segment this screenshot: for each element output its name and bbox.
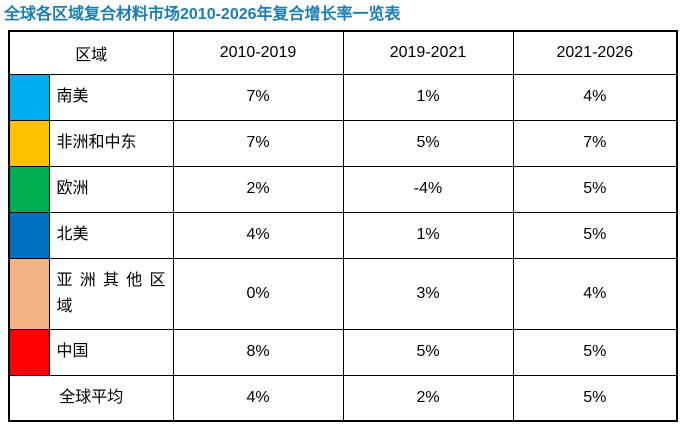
growth-value-cell: 1%	[342, 211, 514, 259]
region-color-swatch	[8, 73, 50, 121]
column-header-region: 区域	[8, 30, 174, 75]
growth-value-cell: 5%	[342, 328, 514, 376]
footer-value-cell: 5%	[512, 374, 678, 421]
footer-value-cell: 2%	[342, 374, 514, 421]
growth-value-cell: 4%	[512, 73, 678, 121]
table-row: 北美 4% 1% 5%	[8, 211, 678, 259]
table-row: 非洲和中东 7% 5% 7%	[8, 119, 678, 167]
region-name-cell: 非洲和中东	[48, 119, 174, 167]
growth-value-cell: 5%	[342, 119, 514, 167]
growth-value-cell: 2%	[172, 165, 344, 213]
region-color-swatch	[8, 257, 50, 330]
header-row: 区域 2010-2019 2019-2021 2021-2026	[8, 30, 678, 75]
table-row: 中国 8% 5% 5%	[8, 328, 678, 376]
growth-rate-table: 区域 2010-2019 2019-2021 2021-2026 南美 7% 1% 4% 非洲…	[8, 30, 678, 422]
column-header-2021-2026: 2021-2026	[512, 30, 678, 75]
table-header: 区域 2010-2019 2019-2021 2021-2026	[8, 30, 678, 75]
growth-value-cell: 4%	[172, 211, 344, 259]
region-color-swatch	[8, 328, 50, 376]
growth-value-cell: 8%	[172, 328, 344, 376]
region-color-swatch	[8, 119, 50, 167]
growth-value-cell: 4%	[512, 257, 678, 330]
table-row: 欧洲 2% -4% 5%	[8, 165, 678, 213]
growth-value-cell: 7%	[172, 73, 344, 121]
growth-value-cell: 3%	[342, 257, 514, 330]
table-row: 亚洲其他区 域 0% 3% 4%	[8, 257, 678, 330]
growth-value-cell: 1%	[342, 73, 514, 121]
footer-value-cell: 4%	[172, 374, 344, 421]
region-name-cell: 亚洲其他区 域	[48, 257, 174, 330]
footer-label-cell: 全球平均	[8, 374, 174, 421]
growth-value-cell: 0%	[172, 257, 344, 330]
table-title: 全球各区域复合材料市场2010-2026年复合增长率一览表	[4, 6, 401, 23]
growth-value-cell: 7%	[172, 119, 344, 167]
region-color-swatch	[8, 211, 50, 259]
growth-value-cell: 5%	[512, 211, 678, 259]
growth-value-cell: 5%	[512, 328, 678, 376]
footer-row: 全球平均 4% 2% 5%	[8, 374, 678, 421]
region-color-swatch	[8, 165, 50, 213]
table-body: 南美 7% 1% 4% 非洲和中东 7% 5% 7% 欧洲 2% -4% 5% 北美 4% 1% 5% 亚洲其他…	[8, 73, 678, 421]
growth-value-cell: -4%	[342, 165, 514, 213]
growth-value-cell: 7%	[512, 119, 678, 167]
region-name-cell: 欧洲	[48, 165, 174, 213]
column-header-2019-2021: 2019-2021	[342, 30, 514, 75]
region-name-cell: 南美	[48, 73, 174, 121]
column-header-2010-2019: 2010-2019	[172, 30, 344, 75]
region-name-cell: 北美	[48, 211, 174, 259]
region-name-cell: 中国	[48, 328, 174, 376]
table-row: 南美 7% 1% 4%	[8, 73, 678, 121]
growth-value-cell: 5%	[512, 165, 678, 213]
